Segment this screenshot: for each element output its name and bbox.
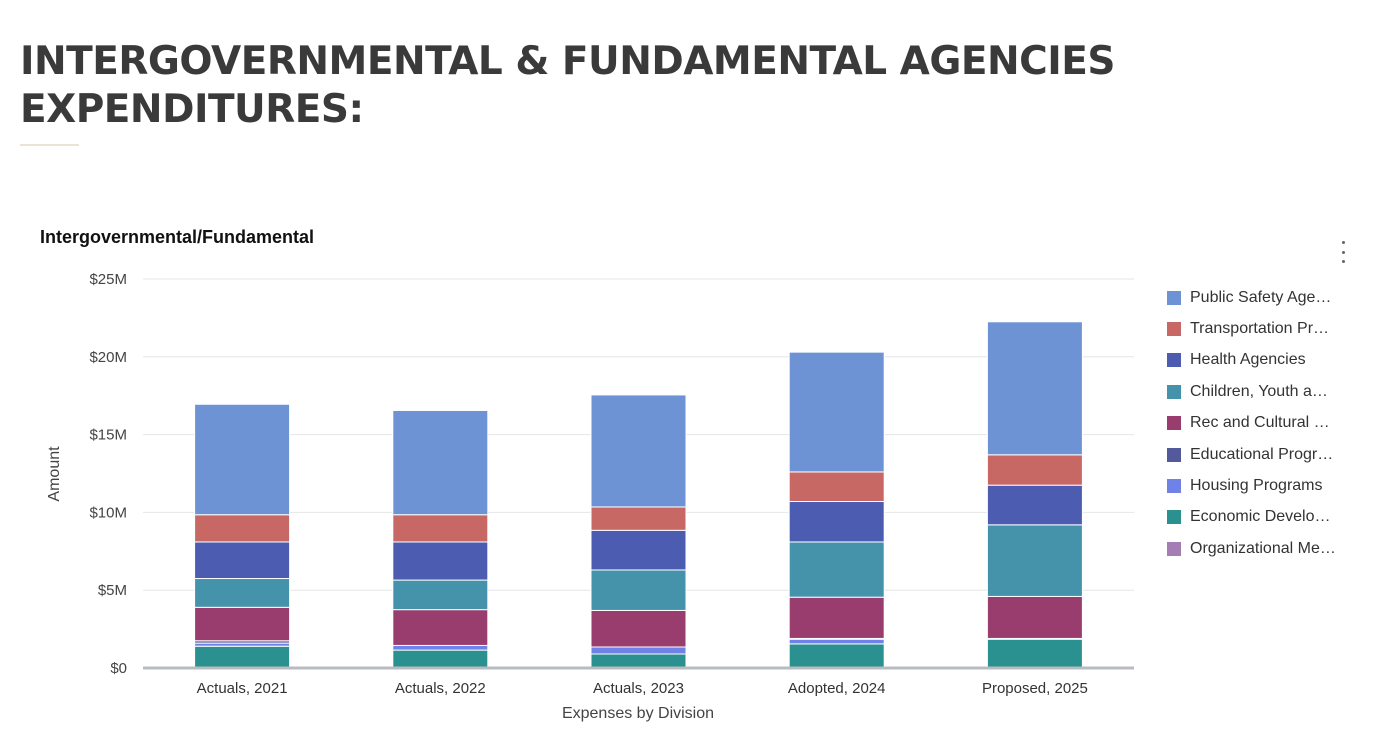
legend-label: Public Safety Age… [1190, 288, 1332, 306]
bar-segment[interactable]: Rec and Cultural … — Proposed, 2025: $2.… [986, 595, 1083, 639]
x-axis-title: Expenses by Division [562, 705, 714, 722]
bar-segment[interactable]: Transportation Pr… — Actuals, 2021: $1.7… [194, 514, 291, 543]
bar-segment[interactable]: Public Safety Age… — Proposed, 2025: $8.… [986, 321, 1083, 456]
bar-segment[interactable]: Health Agencies — Actuals, 2022: $2.45M [392, 541, 489, 581]
legend-item[interactable]: Economic Develo… [1167, 502, 1357, 533]
legend-swatch [1167, 353, 1181, 368]
legend-swatch [1167, 447, 1181, 462]
legend-item[interactable]: Housing Programs [1167, 470, 1357, 501]
bar-segment[interactable]: Health Agencies — Adopted, 2024: $2.6M [788, 501, 885, 543]
page-heading: INTERGOVERNMENTAL & FUNDAMENTAL AGENCIES… [20, 38, 1220, 134]
bar-segment[interactable]: Public Safety Age… — Actuals, 2021: $7.1… [194, 403, 291, 516]
bar-segment[interactable]: Economic Develo… — Proposed, 2025: $1.85… [986, 638, 1083, 669]
legend-swatch [1167, 290, 1181, 305]
legend-swatch [1167, 479, 1181, 494]
bar-segment[interactable]: Health Agencies — Proposed, 2025: $2.55M [986, 484, 1083, 526]
bar-segment[interactable]: Children, Youth a… — Actuals, 2021: $1.8… [194, 578, 291, 608]
bar-segment[interactable]: Children, Youth a… — Actuals, 2022: $1.9… [392, 579, 489, 611]
y-axis-title: Amount [46, 446, 63, 502]
kebab-menu-icon[interactable] [1333, 241, 1353, 263]
page-heading-line-2: EXPENDITURES: [20, 87, 364, 132]
legend-item[interactable]: Educational Progr… [1167, 439, 1357, 470]
bar-segment[interactable]: Children, Youth a… — Proposed, 2025: $4.… [986, 524, 1083, 597]
bar-segment[interactable]: Economic Develo… — Adopted, 2024: $1.55M [788, 643, 885, 669]
legend-label: Economic Develo… [1190, 508, 1331, 526]
legend-label: Housing Programs [1190, 477, 1323, 495]
y-tick-label: $15M [89, 427, 127, 444]
legend-item[interactable]: Rec and Cultural … [1167, 408, 1357, 439]
chart-legend: Public Safety Age… Transportation Pr… Heal… [1167, 282, 1357, 565]
bar-segment[interactable]: Transportation Pr… — Proposed, 2025: $1.… [986, 454, 1083, 486]
bar-segment[interactable]: Public Safety Age… — Actuals, 2022: $6.7… [392, 409, 489, 516]
legend-item[interactable]: Public Safety Age… [1167, 282, 1357, 313]
bar-segment[interactable]: Rec and Cultural … — Actuals, 2021: $2.1… [194, 606, 291, 642]
bar-segment[interactable]: Rec and Cultural … — Actuals, 2022: $2.3… [392, 609, 489, 646]
bar-segment[interactable]: Health Agencies — Actuals, 2023: $2.55M [590, 529, 687, 571]
bar-segment[interactable]: Rec and Cultural … — Actuals, 2023: $2.3… [590, 609, 687, 648]
x-tick-label: Actuals, 2021 [197, 680, 288, 697]
chart-title: Intergovernmental/Fundamental [40, 227, 315, 247]
y-tick-label: $0 [110, 660, 127, 677]
x-tick-label: Actuals, 2022 [395, 680, 486, 697]
x-tick-label: Adopted, 2024 [788, 680, 886, 697]
bar-segment[interactable]: Housing Programs — Actuals, 2023: $0.45M [590, 646, 687, 655]
bar-segment[interactable]: Housing Programs — Adopted, 2024: $0.3M [788, 638, 885, 645]
bar-segment[interactable]: Economic Develo… — Actuals, 2023: $0.9M [590, 653, 687, 669]
legend-swatch [1167, 416, 1181, 431]
bar-segment[interactable]: Rec and Cultural … — Adopted, 2024: $2.6… [788, 596, 885, 639]
bar-segment[interactable]: Economic Develo… — Actuals, 2022: $1.15M [392, 649, 489, 669]
y-tick-label: $20M [89, 349, 127, 366]
bar-segment[interactable]: Children, Youth a… — Actuals, 2023: $2.6… [590, 569, 687, 611]
legend-swatch [1167, 510, 1181, 525]
legend-swatch [1167, 322, 1181, 337]
legend-label: Children, Youth a… [1190, 382, 1328, 400]
y-tick-label: $25M [89, 271, 127, 288]
legend-swatch [1167, 384, 1181, 399]
legend-item[interactable]: Transportation Pr… [1167, 313, 1357, 344]
bar-segment[interactable]: Public Safety Age… — Actuals, 2023: $7.2… [590, 394, 687, 508]
legend-swatch [1167, 541, 1181, 556]
x-tick-label: Proposed, 2025 [982, 680, 1088, 697]
legend-label: Rec and Cultural … [1190, 414, 1330, 432]
legend-label: Transportation Pr… [1190, 320, 1330, 338]
heading-underline [20, 144, 79, 146]
legend-label: Health Agencies [1190, 351, 1306, 369]
page-heading-line-1: INTERGOVERNMENTAL & FUNDAMENTAL AGENCIES [20, 39, 1116, 84]
bar-segment[interactable]: Transportation Pr… — Actuals, 2022: $1.7… [392, 514, 489, 543]
bar-segment[interactable]: Housing Programs — Actuals, 2022: $0.3M [392, 644, 489, 651]
y-tick-label: $5M [98, 582, 127, 599]
bar-segment[interactable]: Transportation Pr… — Adopted, 2024: $1.9… [788, 471, 885, 503]
legend-item[interactable]: Health Agencies [1167, 345, 1357, 376]
x-tick-label: Actuals, 2023 [593, 680, 684, 697]
bar-segment[interactable]: Economic Develo… — Actuals, 2021: $1.4M [194, 645, 291, 669]
y-tick-label: $10M [89, 504, 127, 521]
bar-segment[interactable]: Public Safety Age… — Adopted, 2024: $7.7… [788, 351, 885, 473]
legend-label: Educational Progr… [1190, 445, 1334, 463]
bar-segment[interactable]: Transportation Pr… — Actuals, 2023: $1.5… [590, 506, 687, 531]
legend-item[interactable]: Organizational Me… [1167, 533, 1357, 564]
legend-item[interactable]: Children, Youth a… [1167, 376, 1357, 407]
bar-segment[interactable]: Health Agencies — Actuals, 2021: $2.35M [194, 541, 291, 580]
legend-label: Organizational Me… [1190, 539, 1336, 557]
bar-segment[interactable]: Children, Youth a… — Adopted, 2024: $3.5… [788, 541, 885, 598]
